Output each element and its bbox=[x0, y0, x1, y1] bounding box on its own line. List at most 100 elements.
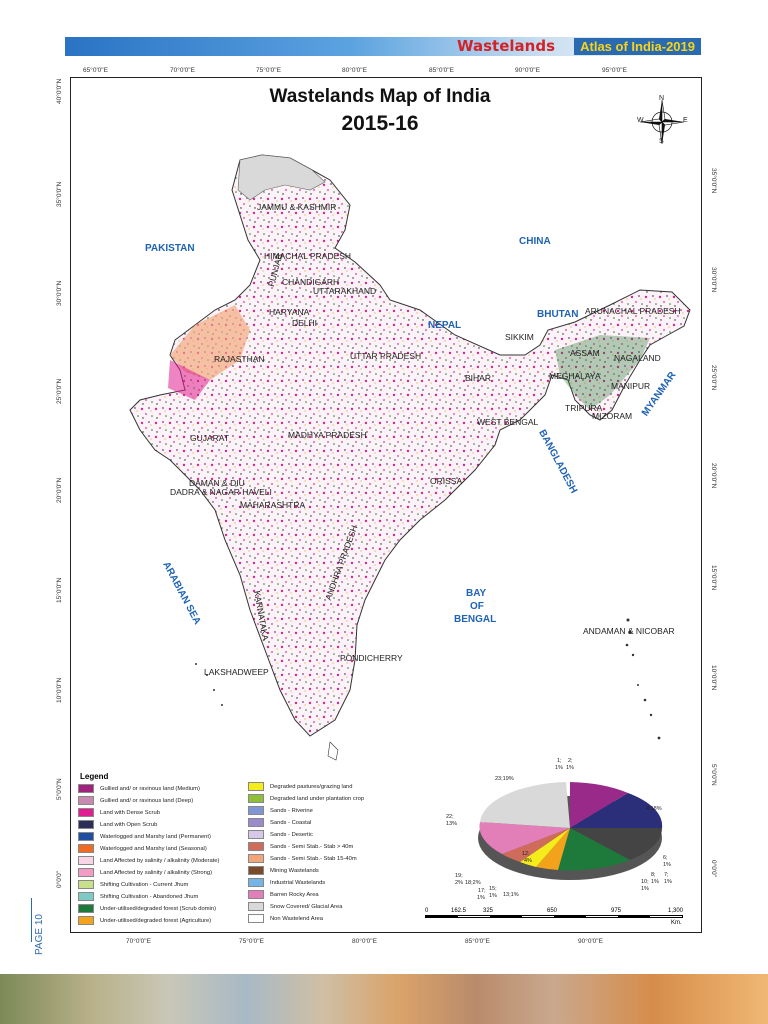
pie-label: 1% bbox=[664, 879, 672, 885]
lon-bottom-90: 90°0'0"E bbox=[578, 938, 603, 945]
legend-label: Waterlogged and Marshy land (Seasonal) bbox=[100, 845, 207, 852]
legend-item: Degraded land under plantation crop bbox=[248, 794, 364, 803]
pie-label: 15; bbox=[489, 886, 497, 892]
legend-item: Snow Covered/ Glacial Area bbox=[248, 902, 343, 911]
northeast-forest bbox=[555, 335, 650, 410]
desert-region bbox=[170, 305, 250, 380]
legend-swatch bbox=[248, 830, 264, 839]
lon-top-80: 80°0'0"E bbox=[342, 67, 367, 74]
legend-item: Land with Open Scrub bbox=[78, 820, 157, 829]
andaman-islands bbox=[625, 618, 661, 740]
legend-item: Land with Dense Scrub bbox=[78, 808, 160, 817]
map-title-line2: 2015-16 bbox=[341, 112, 419, 135]
pie-label: 4;18% bbox=[646, 806, 662, 812]
lon-top-65: 65°0'0"E bbox=[83, 67, 108, 74]
compass-n: N bbox=[659, 95, 665, 102]
state-manipur: MANIPUR bbox=[611, 381, 651, 391]
legend-item: Industrial Wastelands bbox=[248, 878, 325, 887]
legend-swatch bbox=[78, 832, 94, 841]
state-andaman: ANDAMAN & NICOBAR bbox=[583, 626, 675, 636]
legend-item: Land Affected by salinity / alkalinity (… bbox=[78, 868, 212, 877]
legend-label: Gullied and/ or ravinous land (Medium) bbox=[100, 785, 200, 792]
state-mizoram: MIZORAM bbox=[592, 411, 633, 421]
legend-label: Under-utilised/degraded forest (Agricult… bbox=[100, 917, 212, 924]
legend-item: Under-utilised/degraded forest (Agricult… bbox=[78, 916, 211, 925]
legend-swatch bbox=[78, 880, 94, 889]
legend-label: Sands - Semi Stab.- Stab > 40m bbox=[270, 843, 354, 850]
pie-label: 10; bbox=[641, 879, 649, 885]
legend-swatch bbox=[248, 866, 264, 875]
legend-item: Waterlogged and Marshy land (Permanent) bbox=[78, 832, 211, 841]
legend-item: Sands - Desertic bbox=[248, 830, 313, 839]
lon-bottom-70: 70°0'0"E bbox=[126, 938, 151, 945]
state-pondicherry: PONDICHERRY bbox=[340, 653, 403, 663]
legend-item: Barren Rocky Area bbox=[248, 890, 319, 899]
sea-bay-1: BAY bbox=[466, 588, 487, 599]
pie-label: 1% bbox=[489, 893, 497, 899]
legend-swatch bbox=[248, 818, 264, 827]
legend-label: Land Affected by salinity / alkalinity (… bbox=[100, 857, 220, 864]
state-chandigarh: CHANDIGARH bbox=[282, 277, 340, 287]
pie-label: 1% bbox=[641, 886, 649, 892]
legend-label: Barren Rocky Area bbox=[270, 891, 319, 898]
country-nepal: NEPAL bbox=[428, 320, 462, 331]
footer-photo-strip bbox=[0, 974, 768, 1024]
legend-swatch bbox=[248, 878, 264, 887]
lakshadweep-islands bbox=[195, 663, 223, 706]
lon-top-75: 75°0'0"E bbox=[256, 67, 281, 74]
legend-item: Sands - Semi Stab.- Stab 15-40m bbox=[248, 854, 357, 863]
legend-label: Waterlogged and Marshy land (Permanent) bbox=[100, 833, 211, 840]
pie-label: 1% bbox=[555, 765, 563, 771]
state-assam: ASSAM bbox=[570, 348, 600, 358]
pie-label: 13% bbox=[446, 821, 458, 827]
lon-bottom-75: 75°0'0"E bbox=[239, 938, 264, 945]
pie-label: 1% bbox=[663, 862, 671, 868]
state-dnh: DADRA & NAGAR HAVELI bbox=[170, 487, 272, 497]
state-arunachal: ARUNACHAL PRADESH bbox=[585, 306, 681, 316]
state-mp: MADHYA PRADESH bbox=[288, 430, 367, 440]
legend-swatch bbox=[78, 868, 94, 877]
pie-label: 18;2% bbox=[465, 880, 481, 886]
pie-label: 1% bbox=[477, 895, 485, 901]
sri-lanka-outline bbox=[327, 741, 339, 761]
state-wb: WEST BENGAL bbox=[477, 417, 539, 427]
lon-top-70: 70°0'0"E bbox=[170, 67, 195, 74]
legend-swatch bbox=[248, 902, 264, 911]
legend-label: Sands - Semi Stab.- Stab 15-40m bbox=[270, 855, 357, 862]
pie-label: 8; bbox=[651, 872, 656, 878]
legend-label: Degraded land under plantation crop bbox=[270, 795, 365, 802]
legend-item: Shifting Cultivation - Abandoned Jhum bbox=[78, 892, 198, 901]
legend-label: Land Affected by salinity / alkalinity (… bbox=[100, 869, 213, 876]
country-bhutan: BHUTAN bbox=[537, 309, 579, 320]
pie-label: 22; bbox=[446, 814, 454, 820]
scale-tick: 975 bbox=[611, 908, 622, 914]
legend-swatch bbox=[78, 784, 94, 793]
compass-s: S bbox=[659, 138, 664, 145]
legend-label: Degraded pastures/grazing land bbox=[270, 783, 353, 790]
legend-item: Under-utilised/degraded forest (Scrub do… bbox=[78, 904, 216, 913]
legend-swatch bbox=[248, 782, 264, 791]
page-number: PAGE 10 bbox=[34, 914, 45, 955]
state-hp: HIMACHAL PRADESH bbox=[264, 251, 352, 261]
india-mainland bbox=[129, 154, 691, 737]
legend-swatch bbox=[248, 806, 264, 815]
compass-w: W bbox=[637, 117, 644, 124]
wasteland-pie-chart bbox=[478, 782, 663, 880]
state-uttarakhand: UTTARAKHAND bbox=[313, 286, 377, 296]
state-odisha: ORISSA bbox=[430, 476, 463, 486]
legend-label: Land with Open Scrub bbox=[100, 821, 158, 828]
state-lakshadweep: LAKSHADWEEP bbox=[204, 667, 269, 677]
legend-item: Gullied and/ or ravinous land (Deep) bbox=[78, 796, 193, 805]
state-daman: DAMAN & DIU bbox=[189, 478, 245, 488]
state-up: UTTAR PRADESH bbox=[350, 351, 422, 361]
legend-item: Degraded pastures/grazing land bbox=[248, 782, 353, 791]
legend-label: Shifting Cultivation - Abandoned Jhum bbox=[100, 893, 199, 900]
pie-label: 1; bbox=[557, 758, 562, 764]
legend-title: Legend bbox=[80, 772, 109, 781]
legend-swatch bbox=[78, 904, 94, 913]
state-maharashtra: MAHARASHTRA bbox=[240, 500, 306, 510]
compass-rose-icon bbox=[639, 99, 685, 145]
state-delhi: DELHI bbox=[292, 318, 318, 328]
lon-top-90: 90°0'0"E bbox=[515, 67, 540, 74]
legend-swatch bbox=[248, 914, 264, 923]
